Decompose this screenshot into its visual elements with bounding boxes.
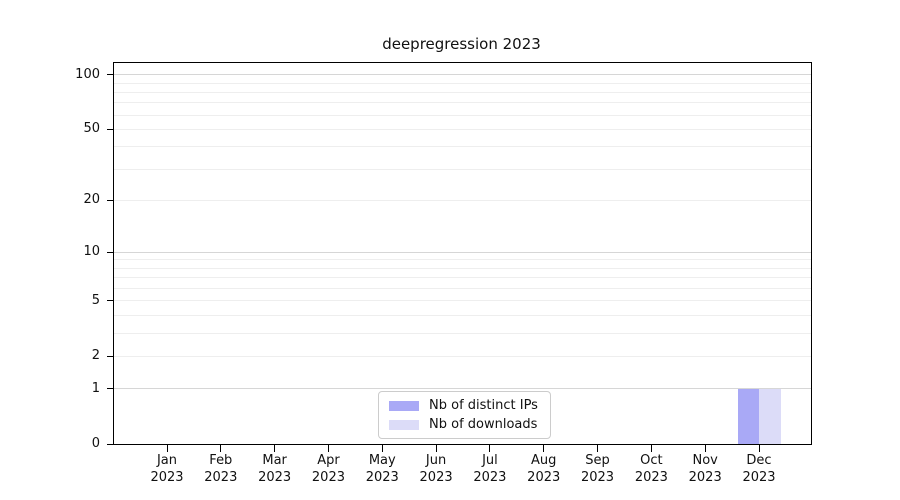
x-axis-tick-label: Apr 2023 <box>311 453 345 485</box>
y-axis-tick-label: 1 <box>91 380 100 396</box>
gridline <box>114 146 811 148</box>
y-axis-tick-label: 100 <box>75 66 100 82</box>
legend: Nb of distinct IPs Nb of downloads <box>378 391 551 439</box>
legend-swatch-downloads-icon <box>389 419 419 430</box>
gridline <box>114 388 811 390</box>
x-axis-tick <box>758 445 760 452</box>
x-axis-tick-label: Jun 2023 <box>419 453 453 485</box>
x-axis-tick-label: Jan 2023 <box>150 453 184 485</box>
bar-downloads <box>759 388 781 444</box>
gridline <box>114 277 811 279</box>
x-axis-tick-label: Oct 2023 <box>634 453 668 485</box>
gridline <box>114 128 811 130</box>
y-axis-tick <box>107 199 114 201</box>
x-axis-tick <box>597 445 599 452</box>
x-axis-tick <box>274 445 276 452</box>
gridline <box>114 355 811 357</box>
gridline <box>114 267 811 269</box>
y-axis-tick-label: 50 <box>83 121 100 137</box>
x-axis-tick-label: Mar 2023 <box>258 453 292 485</box>
x-axis-tick-label: Aug 2023 <box>527 453 561 485</box>
plot-area: Nb of distinct IPs Nb of downloads 0 1 2 5 1… <box>75 62 812 485</box>
gridline <box>114 199 811 201</box>
gridline <box>114 168 811 170</box>
legend-label-downloads: Nb of downloads <box>429 417 538 432</box>
gridline <box>114 300 811 302</box>
x-axis-tick <box>543 445 545 452</box>
y-axis-tick <box>107 355 114 357</box>
x-axis-tick <box>435 445 437 452</box>
x-axis-tick-label: Sep 2023 <box>580 453 615 485</box>
y-axis-tick-label: 0 <box>91 436 100 451</box>
legend-item-distinct-ips: Nb of distinct IPs <box>389 398 538 413</box>
x-axis-tick <box>704 445 706 452</box>
x-axis-tick-label: Dec 2023 <box>742 453 776 485</box>
gridline <box>114 82 811 84</box>
gridline <box>114 251 811 253</box>
y-axis-tick <box>107 74 114 76</box>
y-axis-tick <box>107 128 114 130</box>
x-axis-tick <box>166 445 168 452</box>
gridline <box>114 102 811 104</box>
gridline <box>114 114 811 116</box>
y-axis-tick <box>107 443 114 445</box>
y-axis-tick <box>107 251 114 253</box>
y-axis-tick-label: 10 <box>83 244 100 260</box>
x-axis-tick <box>489 445 491 452</box>
gridline <box>114 259 811 261</box>
x-axis-tick <box>220 445 222 452</box>
chart-title: deepregression 2023 <box>382 35 541 53</box>
gridline <box>114 74 811 76</box>
x-axis-tick <box>650 445 652 452</box>
x-axis-tick <box>381 445 383 452</box>
x-axis-tick-label: Jul 2023 <box>473 453 507 485</box>
gridline <box>114 314 811 316</box>
bar-distinct-ips <box>737 388 759 444</box>
gridline <box>114 332 811 334</box>
gridline <box>114 91 811 93</box>
y-axis-tick-label: 5 <box>91 292 100 308</box>
legend-swatch-distinct-ips-icon <box>389 400 419 411</box>
x-axis-tick <box>327 445 329 452</box>
y-axis-tick <box>107 388 114 390</box>
x-axis-tick-label: May 2023 <box>365 453 399 485</box>
legend-label-distinct-ips: Nb of distinct IPs <box>429 398 538 413</box>
legend-item-downloads: Nb of downloads <box>389 417 538 432</box>
y-axis-tick-label: 20 <box>83 192 100 208</box>
y-axis-tick <box>107 300 114 302</box>
y-axis-tick-label: 2 <box>91 348 100 364</box>
x-axis-tick-label: Feb 2023 <box>204 453 238 485</box>
x-axis-tick-label: Nov 2023 <box>688 453 722 485</box>
gridline <box>114 287 811 289</box>
